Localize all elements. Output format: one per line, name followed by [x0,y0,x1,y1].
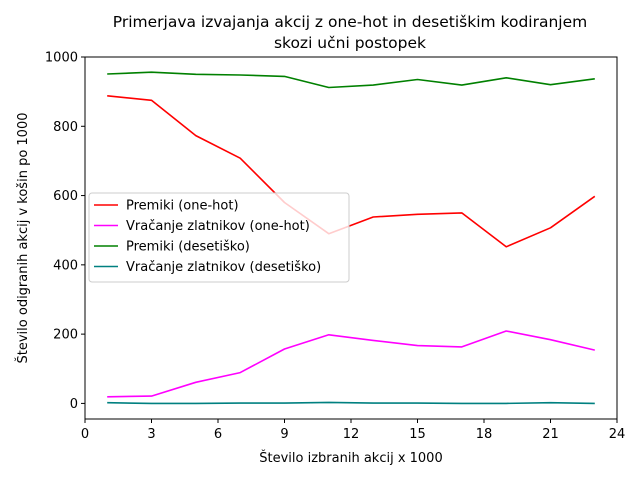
series-line-1 [107,95,596,248]
legend-label: Premiki (one-hot) [126,199,239,214]
x-tick-label: 18 [476,427,493,442]
y-tick-label: 0 [70,397,78,412]
y-tick-label: 200 [53,328,78,343]
x-tick-label: 0 [81,427,89,442]
x-tick-label: 21 [542,427,559,442]
legend-label: Vračanje zlatnikov (one-hot) [126,219,310,234]
chart-title-line1: Primerjava izvajanja akcij z one-hot in … [113,13,587,31]
series-line-4 [107,401,595,405]
legend-label: Vračanje zlatnikov (desetiško) [126,260,321,275]
y-tick-label: 600 [53,189,78,204]
series-line-2 [107,330,595,398]
legend-box [88,192,350,283]
y-axis-label: Število odigranih akcij v košin po 1000 [15,113,31,364]
x-axis-label: Število izbranih akcij x 1000 [259,450,442,466]
axis-ticks: 0 3 6 9 12 15 18 21 24 0 200 400 600 800 1000 [45,51,625,443]
legend-label: Premiki (desetiško) [126,240,250,255]
y-tick-label: 800 [53,120,78,135]
x-tick-label: 6 [214,427,222,442]
y-tick-label: 1000 [45,51,78,66]
y-tick-label: 400 [53,258,78,273]
x-tick-label: 3 [147,427,155,442]
chart-title-line2: skozi učni postopek [274,34,426,52]
x-tick-label: 24 [609,427,626,442]
series-lines [107,71,596,405]
x-tick-label: 12 [343,427,360,442]
x-tick-label: 15 [409,427,426,442]
series-line-3 [107,71,595,89]
legend: Premiki (one-hot) Vračanje zlatnikov (one… [88,192,350,283]
x-tick-label: 9 [280,427,288,442]
